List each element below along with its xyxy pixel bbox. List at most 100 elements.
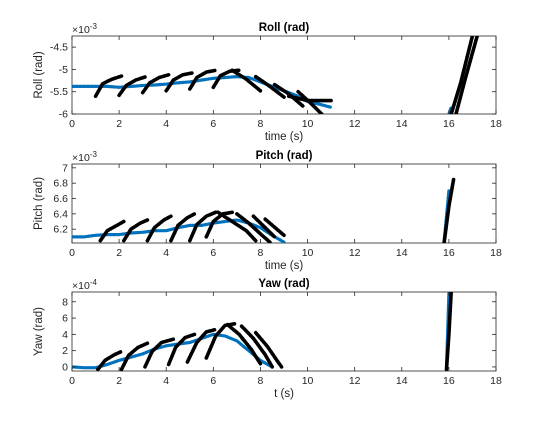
pitch-black-series-segment — [251, 214, 277, 239]
roll-black-series-segment — [117, 75, 147, 98]
pitch-ylabel: Pitch (rad) — [33, 177, 45, 230]
roll-xlabel: time (s) — [265, 131, 304, 143]
roll-ytick-label: -4.5 — [50, 42, 68, 54]
pitch-black-series-segment — [98, 219, 126, 243]
yaw-black-series-segment — [239, 324, 274, 369]
roll-plot-area — [71, 35, 497, 115]
roll-black-series-segment — [230, 68, 263, 93]
roll-black-series-segment — [164, 71, 194, 93]
yaw-xtick-label: 8 — [258, 375, 264, 387]
yaw-xtick-label: 0 — [69, 375, 75, 387]
roll-title: Roll (rad) — [259, 22, 310, 34]
roll-xtick-label: 0 — [69, 118, 75, 130]
pitch-black-series-segment — [188, 210, 218, 243]
roll-ytick-label: -5 — [59, 64, 68, 76]
roll-exponent-power: -3 — [90, 22, 98, 31]
roll-xtick-label: 10 — [302, 118, 314, 130]
yaw-ytick-label: 2 — [62, 345, 68, 357]
pitch-data — [72, 177, 456, 243]
yaw-black-series-segment — [444, 292, 453, 371]
yaw-black-series-segment — [185, 327, 218, 364]
pitch-black-series-segment — [235, 212, 272, 243]
roll-xtick-label: 12 — [349, 118, 361, 130]
roll-black-series-segment — [272, 82, 305, 108]
pitch-black-series-segment — [145, 214, 173, 243]
pitch-xtick-label: 4 — [163, 247, 169, 259]
roll-data — [72, 36, 479, 114]
roll-xtick-label: 2 — [116, 118, 122, 130]
yaw-blue-series-segment — [72, 332, 274, 370]
yaw-ytick-label: 6 — [62, 313, 68, 325]
pitch-black-series-segment — [442, 177, 456, 243]
roll-ylabel: Roll (rad) — [33, 51, 45, 98]
roll-black-series-segment — [449, 36, 475, 114]
pitch-title: Pitch (rad) — [256, 150, 313, 162]
yaw-exponent-power: -4 — [90, 278, 98, 287]
roll-exponent-base: ×10 — [72, 24, 90, 36]
yaw-black-series-segment — [225, 322, 263, 366]
pitch-exponent-label: ×10-3 — [72, 150, 97, 164]
pitch-xtick-label: 8 — [258, 247, 264, 259]
yaw-black-series-segment — [253, 330, 284, 369]
pitch-xtick-label: 10 — [302, 247, 314, 259]
yaw-xtick-label: 6 — [210, 375, 216, 387]
pitch-plot-area — [71, 163, 497, 244]
yaw-black-series-segment — [166, 332, 197, 367]
pitch-exponent-base: ×10 — [72, 152, 90, 164]
roll-black-series-segment — [253, 74, 286, 99]
pitch-ytick-label: 7 — [62, 162, 68, 174]
yaw-black-series-segment — [96, 349, 124, 371]
roll-xtick-label: 18 — [490, 118, 502, 130]
yaw-exponent-label: ×10-4 — [72, 278, 97, 292]
yaw-subplot: 0 2 4 6 8 10 12 14 16 18 0 2 4 6 8 ×10-4 Yaw (rad) t (s) Y… — [33, 278, 502, 400]
pitch-black-series-segment — [216, 210, 258, 243]
yaw-ytick-label: 4 — [62, 329, 68, 341]
yaw-black-series-segment — [119, 341, 150, 371]
yaw-black-series-segment — [143, 337, 176, 369]
pitch-xtick-label: 14 — [396, 247, 408, 259]
yaw-xlabel: t (s) — [274, 388, 294, 400]
roll-black-series-segment — [454, 36, 479, 114]
pitch-black-series-segment — [204, 210, 234, 239]
roll-ytick-label: -6 — [59, 109, 68, 121]
pitch-xtick-label: 2 — [116, 247, 122, 259]
pitch-xlabel: time (s) — [265, 260, 304, 272]
pitch-xtick-label: 0 — [69, 247, 75, 259]
yaw-xtick-label: 2 — [116, 375, 122, 387]
yaw-xtick-label: 18 — [490, 375, 502, 387]
roll-subplot: 0 2 4 6 8 10 12 14 16 18 -6 -5.5 -5 -4.5 ×10-3 Roll (ra… — [33, 22, 502, 143]
roll-black-series-segment — [93, 74, 124, 98]
yaw-title: Yaw (rad) — [258, 278, 309, 290]
roll-xtick-label: 14 — [396, 118, 408, 130]
pitch-xtick-label: 16 — [443, 247, 455, 259]
roll-black-series-segment — [296, 89, 324, 114]
yaw-plot-area — [71, 291, 497, 372]
roll-black-series-segment — [286, 94, 333, 103]
roll-xtick-label: 4 — [163, 118, 169, 130]
roll-ytick-label: -5.5 — [50, 86, 68, 98]
yaw-ylabel: Yaw (rad) — [33, 307, 45, 356]
yaw-ytick-label: 0 — [62, 361, 68, 373]
yaw-xtick-label: 4 — [163, 375, 169, 387]
roll-xtick-label: 6 — [210, 118, 216, 130]
pitch-subplot: 0 2 4 6 8 10 12 14 16 18 6.2 6.4 6.6 6.8 7 ×10-3 Pitch (… — [33, 150, 502, 272]
roll-exponent-label: ×10-3 — [72, 22, 97, 36]
pitch-ytick-label: 6.2 — [53, 224, 68, 236]
pitch-black-series-segment — [263, 217, 286, 238]
yaw-ytick-label: 8 — [62, 296, 68, 308]
pitch-xtick-label: 12 — [349, 247, 361, 259]
roll-xtick-label: 16 — [443, 118, 455, 130]
yaw-data — [72, 292, 453, 371]
yaw-xtick-label: 14 — [396, 375, 408, 387]
yaw-xtick-label: 10 — [302, 375, 314, 387]
pitch-black-series-segment — [169, 212, 197, 243]
pitch-xtick-label: 18 — [490, 247, 502, 259]
pitch-ytick-label: 6.4 — [53, 208, 68, 220]
pitch-black-series-segment — [122, 218, 150, 243]
roll-black-series-segment — [140, 73, 171, 95]
roll-xtick-label: 8 — [258, 118, 264, 130]
roll-black-series-segment — [188, 68, 218, 91]
pitch-ytick-label: 6.8 — [53, 178, 68, 190]
yaw-xtick-label: 16 — [443, 375, 455, 387]
